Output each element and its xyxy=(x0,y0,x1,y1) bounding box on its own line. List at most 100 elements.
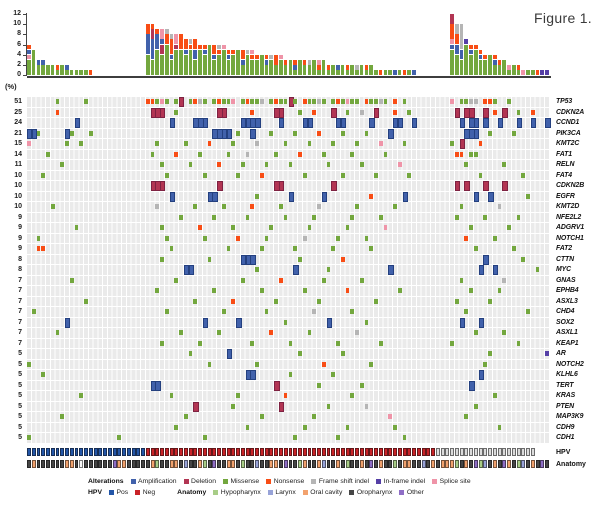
legend-item-label: Deletion xyxy=(191,478,216,485)
gene-label: RELN xyxy=(556,161,575,168)
legend-swatch xyxy=(222,479,228,484)
gene-label: TP53 xyxy=(556,98,573,105)
hpv-cell xyxy=(264,448,269,456)
gene-label: PIK3CA xyxy=(556,129,581,137)
hpv-cell xyxy=(274,448,279,456)
gene-label: MYC xyxy=(556,266,572,273)
hpv-cell xyxy=(302,448,307,456)
anatomy-cell xyxy=(497,460,502,468)
alteration-cell-A xyxy=(478,265,485,276)
alteration-cell-D xyxy=(274,380,280,391)
y-tick-mark xyxy=(23,34,26,36)
legend-item-missense: Missense xyxy=(222,478,259,485)
alteration-cell-S xyxy=(378,141,383,147)
bar-segment-N xyxy=(478,49,483,55)
gene-row-NOTCH1 xyxy=(27,233,550,243)
alteration-cell-N xyxy=(217,99,221,105)
anatomy-cell xyxy=(179,460,184,468)
y-tick-label: 12 xyxy=(13,10,21,17)
hpv-cell xyxy=(393,448,398,456)
bar-segment-N xyxy=(497,59,502,65)
bar-segment-N xyxy=(155,29,159,35)
alteration-cell-M xyxy=(164,99,169,105)
bar-segment-N xyxy=(202,44,207,50)
percent-label: 15 xyxy=(14,140,22,147)
alteration-cell-M xyxy=(326,403,331,409)
alteration-cell-M xyxy=(283,319,288,325)
alteration-cell-M xyxy=(226,246,231,252)
alteration-cell-A xyxy=(516,118,523,129)
bar-segment-M xyxy=(164,44,169,75)
bar-segment-M xyxy=(283,64,288,75)
anatomy-cell xyxy=(155,460,160,468)
hpv-cell xyxy=(288,448,293,456)
alteration-cell-M xyxy=(336,340,340,346)
legend-item-hypopharynx: Hypopharynx xyxy=(213,489,261,496)
bar-segment-M xyxy=(160,54,164,75)
bar-segment-M xyxy=(464,44,469,75)
alteration-cell-D xyxy=(278,401,285,412)
bar-segment-M xyxy=(46,64,50,75)
gene-row-TP53 xyxy=(27,97,550,108)
anatomy-cell xyxy=(259,460,264,468)
gene-row-MYC xyxy=(27,265,550,276)
anatomy-cell xyxy=(255,460,260,468)
hpv-cell xyxy=(46,448,50,456)
alteration-cell-M xyxy=(326,162,331,168)
anatomy-cell xyxy=(535,460,540,468)
percent-label: 9 xyxy=(18,224,22,231)
alteration-cell-M xyxy=(369,361,374,367)
alteration-cell-N xyxy=(250,204,255,210)
bar-segment-M xyxy=(450,49,454,75)
bar-segment-S xyxy=(27,54,31,60)
alteration-cell-M xyxy=(50,204,55,210)
bar-segment-N xyxy=(345,64,350,70)
alteration-cell-M xyxy=(407,172,412,178)
alteration-cell-M xyxy=(383,99,388,105)
bar-segment-M xyxy=(84,69,88,75)
bar-segment-M xyxy=(27,59,31,75)
alteration-cell-M xyxy=(207,361,212,367)
alteration-cell-M xyxy=(331,99,336,105)
gene-label: AR xyxy=(556,350,566,357)
alteration-cell-M xyxy=(183,414,188,420)
gene-label: KLHL6 xyxy=(556,371,578,378)
alteration-cell-M xyxy=(221,99,226,105)
bar-segment-F xyxy=(188,39,193,45)
alteration-cell-M xyxy=(473,330,478,336)
alteration-cell-F xyxy=(473,99,478,105)
hpv-cell xyxy=(93,448,98,456)
bar-segment-N xyxy=(473,44,478,50)
anatomy-cell xyxy=(483,460,488,468)
alteration-cell-M xyxy=(27,361,31,367)
alteration-cell-M xyxy=(459,277,464,283)
hpv-cell xyxy=(112,448,117,456)
anatomy-cell xyxy=(507,460,512,468)
bar-segment-M xyxy=(55,69,60,75)
hpv-cell xyxy=(435,448,440,456)
alteration-cell-M xyxy=(312,414,317,420)
bar-segment-F xyxy=(245,49,250,55)
hpv-cell xyxy=(98,448,103,456)
alteration-cell-M xyxy=(250,340,255,346)
alteration-cell-M xyxy=(169,393,174,399)
gene-label: MAP3K9 xyxy=(556,413,584,420)
alteration-cell-M xyxy=(160,256,164,262)
alteration-cell-M xyxy=(364,235,369,241)
alteration-cell-M xyxy=(336,235,340,241)
bar-segment-M xyxy=(397,69,402,75)
alteration-cell-M xyxy=(55,99,60,105)
alteration-cell-S xyxy=(231,99,236,105)
hpv-cell xyxy=(473,448,478,456)
anatomy-cell xyxy=(160,460,165,468)
legend-item-frame-shift-indel: Frame shift indel xyxy=(311,478,369,485)
legend-item-label: In-frame indel xyxy=(383,478,426,485)
anatomy-cell xyxy=(359,460,364,468)
alteration-cell-M xyxy=(393,204,397,210)
percent-label: 5 xyxy=(18,434,22,441)
bar-segment-A xyxy=(41,59,45,65)
legend-swatch xyxy=(376,479,382,484)
bar-segment-M xyxy=(497,64,502,75)
alteration-cell-A xyxy=(236,317,242,328)
alteration-cell-M xyxy=(41,172,45,178)
